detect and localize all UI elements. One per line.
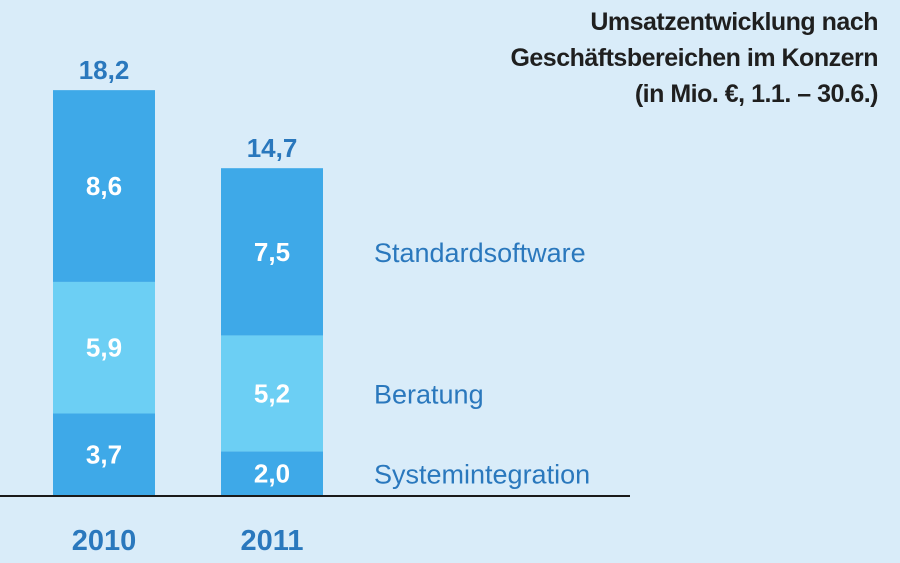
data-label-beratung-2011: 5,2 — [254, 378, 290, 408]
data-label-systemintegration-2010: 3,7 — [86, 440, 122, 470]
bar-segment-systemintegration-2011 — [221, 451, 323, 496]
data-label-standardsoftware-2010: 8,6 — [86, 171, 122, 201]
chart-title-line-1: Umsatzentwicklung nach — [590, 8, 878, 36]
bar-segment-standardsoftware-2011 — [221, 168, 323, 336]
total-label-2010: 18,2 — [79, 55, 130, 85]
x-tick-label-2010: 2010 — [72, 525, 137, 557]
bar-segment-standardsoftware-2010 — [53, 90, 155, 282]
legend-label-standardsoftware: Standardsoftware — [374, 238, 586, 268]
legend-label-systemintegration: Systemintegration — [374, 460, 590, 490]
bar-segment-beratung-2010 — [53, 281, 155, 414]
data-label-standardsoftware-2011: 7,5 — [254, 237, 290, 267]
data-label-beratung-2010: 5,9 — [86, 333, 122, 363]
data-label-systemintegration-2011: 2,0 — [254, 459, 290, 489]
bar-segment-systemintegration-2010 — [53, 413, 155, 496]
chart-title: Umsatzentwicklung nach Geschäftsbereiche… — [510, 4, 878, 112]
chart-title-line-2: Geschäftsbereichen im Konzern — [510, 44, 878, 72]
bar-segment-beratung-2011 — [221, 335, 323, 452]
chart-title-line-3: (in Mio. €, 1.1. – 30.6.) — [634, 80, 879, 108]
total-label-2011: 14,7 — [247, 133, 298, 163]
legend-label-beratung: Beratung — [374, 379, 484, 409]
x-tick-label-2011: 2011 — [241, 525, 304, 557]
